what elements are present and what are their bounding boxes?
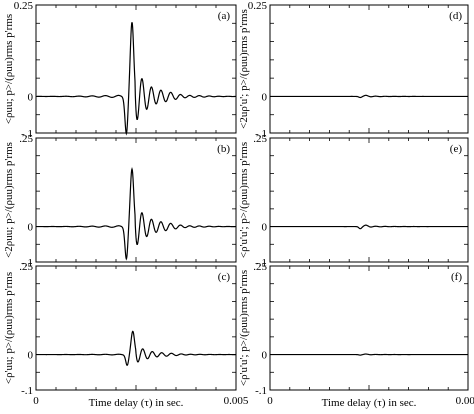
y-tick-label: -.1 — [21, 385, 33, 397]
panel-tag: (b) — [217, 143, 230, 155]
y-tick-label: .25 — [253, 133, 267, 145]
y-tick-label: 0.25 — [248, 0, 268, 12]
y-tick-label: 0 — [28, 222, 34, 234]
panel-c: .250-.1<ρ'uu; p>/(ρuu)rms p'rms (c)0 0.005… — [3, 261, 249, 409]
y-tick-label: 0 — [28, 91, 34, 103]
series-line — [36, 166, 237, 261]
y-axis-label: <ρuu; p>/(ρuu)rms p'rms — [3, 14, 15, 124]
x-tick-label: 0.005 — [456, 395, 474, 407]
y-axis-label: <ρ'u'u'; p>/(ρuu)rms p'rms — [238, 142, 250, 258]
y-axis-label: <2uρ'u'; p>/(ρuu)rms p'rms — [238, 9, 250, 129]
x-axis-label: Time delay (τ) in sec. — [89, 397, 184, 409]
x-tick-label: 0 — [33, 395, 39, 407]
y-tick-label: -.1 — [255, 257, 267, 269]
y-tick-label: 0 — [262, 91, 268, 103]
panel-f: .250-.1<ρ'u'u'; p>/(ρuu)rms p'rms (f)0 0.0… — [238, 261, 474, 409]
panel-tag: (d) — [449, 10, 462, 22]
y-tick-label: 0 — [28, 350, 34, 362]
panel-d: 0.25 0 -.1 <2uρ'u'; p>/(ρuu)rms p'rms (d) — [238, 0, 469, 140]
panel-e: .25 0 -.1 <ρ'u'u'; p>/(ρuu)rms p'rms (e) — [238, 133, 469, 269]
x-tick-label: 0 — [267, 395, 273, 407]
panel-tag: (e) — [450, 143, 463, 155]
plot-frame — [269, 137, 469, 263]
y-tick-label: -.1 — [255, 385, 267, 397]
y-axis-label: <ρ'u'u'; p>/(ρuu)rms p'rms — [238, 270, 250, 386]
plot-frame — [269, 4, 469, 134]
panel-tag: (a) — [218, 10, 231, 22]
panel-tag: (c) — [218, 271, 231, 283]
series-line — [36, 330, 236, 366]
y-tick-label: 0 — [262, 222, 268, 234]
y-tick-label: .25 — [19, 261, 33, 273]
plot-frame — [35, 137, 237, 263]
panel-tag: (f) — [451, 271, 462, 283]
y-axis-label: <2ρuu; p>/(ρuu)rms p'rms — [3, 142, 15, 258]
y-tick-label: .25 — [19, 133, 33, 145]
plot-frame — [269, 265, 469, 391]
panel-b: .25 0 -.1 <2ρuu; p>/(ρuu)rms p'rms (b) — [3, 133, 237, 269]
y-tick-label: 0.25 — [14, 0, 34, 12]
y-tick-label: 0 — [262, 350, 268, 362]
series-line — [36, 22, 237, 136]
y-tick-label: .25 — [253, 261, 267, 273]
y-tick-label: -.1 — [21, 128, 33, 140]
y-tick-label: -.1 — [21, 257, 33, 269]
panel-a: 0.25 0 -.1 <ρuu; p>/(ρuu)rms p'rms (a) — [3, 0, 237, 140]
series-line — [270, 353, 468, 356]
series-line — [270, 94, 468, 99]
series-line — [270, 224, 468, 230]
plot-frame — [35, 265, 237, 391]
y-axis-label: <ρ'uu; p>/(ρuu)rms p'rms — [3, 272, 15, 384]
y-tick-label: -.1 — [255, 128, 267, 140]
x-axis-label: Time delay (τ) in sec. — [322, 397, 417, 409]
x-tick-label: 0.005 — [224, 395, 249, 407]
